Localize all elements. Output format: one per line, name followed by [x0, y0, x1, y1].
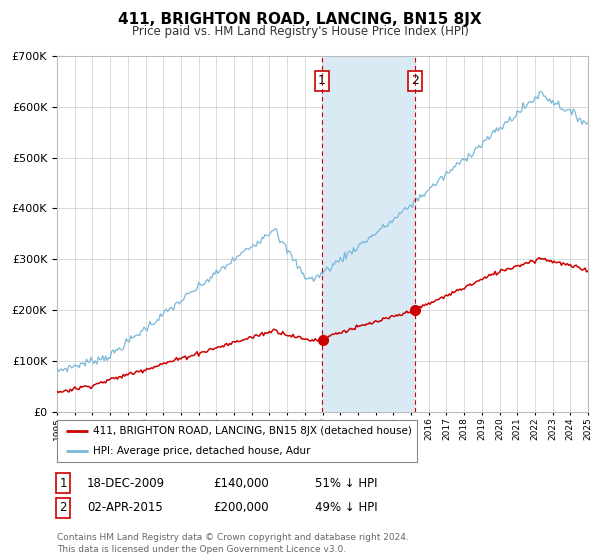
Text: 18-DEC-2009: 18-DEC-2009	[87, 477, 165, 490]
Text: 02-APR-2015: 02-APR-2015	[87, 501, 163, 515]
Text: HPI: Average price, detached house, Adur: HPI: Average price, detached house, Adur	[93, 446, 311, 456]
Text: 411, BRIGHTON ROAD, LANCING, BN15 8JX (detached house): 411, BRIGHTON ROAD, LANCING, BN15 8JX (d…	[93, 426, 412, 436]
Text: 1: 1	[318, 74, 326, 87]
Text: 411, BRIGHTON ROAD, LANCING, BN15 8JX: 411, BRIGHTON ROAD, LANCING, BN15 8JX	[118, 12, 482, 27]
Text: 2: 2	[59, 501, 67, 515]
Text: 2: 2	[412, 74, 419, 87]
Text: Price paid vs. HM Land Registry's House Price Index (HPI): Price paid vs. HM Land Registry's House …	[131, 25, 469, 38]
Text: 1: 1	[59, 477, 67, 490]
Text: £140,000: £140,000	[213, 477, 269, 490]
Bar	[322, 56, 415, 412]
Text: 49% ↓ HPI: 49% ↓ HPI	[315, 501, 377, 515]
Text: 51% ↓ HPI: 51% ↓ HPI	[315, 477, 377, 490]
Text: Contains HM Land Registry data © Crown copyright and database right 2024.
This d: Contains HM Land Registry data © Crown c…	[57, 533, 409, 554]
Text: £200,000: £200,000	[213, 501, 269, 515]
